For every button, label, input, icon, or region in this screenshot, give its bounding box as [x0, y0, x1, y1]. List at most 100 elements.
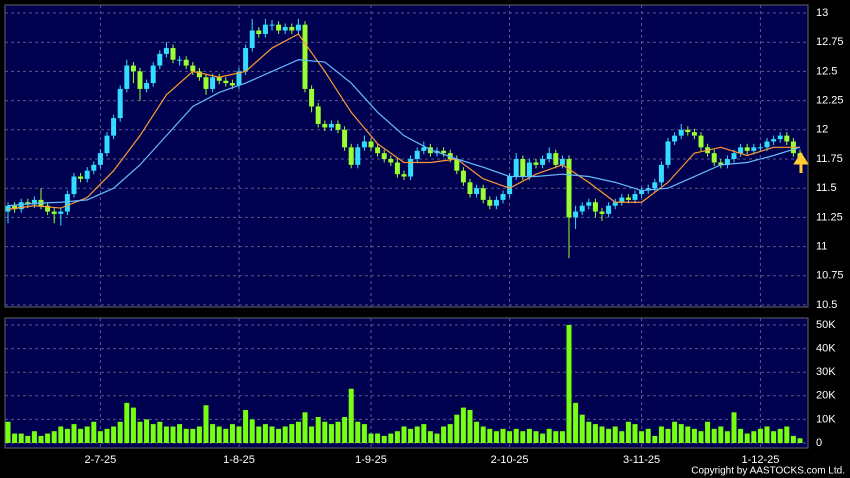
candle-body	[507, 176, 513, 195]
volume-bar	[25, 435, 31, 443]
candle-body	[342, 129, 348, 148]
volume-bar	[487, 428, 493, 443]
candle-body	[460, 170, 466, 183]
y-tick-label: 12.25	[816, 95, 844, 107]
candle-body	[685, 129, 691, 133]
candle-body	[144, 83, 150, 89]
current-marker	[793, 152, 809, 173]
candle-body	[58, 211, 64, 214]
candle-body	[302, 24, 308, 89]
candle-body	[289, 27, 295, 31]
volume-bar	[302, 412, 308, 443]
volume-bar	[124, 402, 130, 443]
volume-bar	[632, 424, 638, 443]
volume-bar	[91, 421, 97, 443]
candle-body	[309, 88, 315, 107]
volume-bar	[111, 426, 117, 443]
candle-body	[282, 27, 288, 31]
candle-body	[678, 129, 684, 136]
volume-bar	[71, 424, 77, 443]
volume-bar	[177, 424, 183, 443]
volume-bar	[355, 421, 361, 443]
candle-body	[652, 182, 658, 189]
candle-body	[315, 106, 321, 124]
volume-bar	[229, 424, 235, 443]
candle-body	[216, 77, 222, 81]
candle-body	[203, 77, 209, 89]
candle-body	[51, 211, 57, 214]
x-tick-label: 1-9-25	[355, 454, 387, 466]
candle-body	[467, 182, 473, 195]
volume-bar	[163, 426, 169, 443]
candle-body	[731, 153, 737, 159]
volume-bar	[249, 419, 255, 443]
candle-body	[632, 194, 638, 200]
volume-bar	[381, 435, 387, 443]
candle-body	[757, 147, 763, 149]
candle-body	[493, 199, 499, 206]
candle-body	[672, 135, 678, 142]
candle-body	[599, 211, 605, 214]
candle-body	[229, 83, 235, 86]
candle-body	[625, 197, 631, 200]
candle-body	[163, 48, 169, 54]
volume-bar	[645, 428, 651, 443]
y-tick-label: 13	[816, 7, 828, 19]
volume-bar	[507, 431, 513, 443]
volume-bar	[315, 417, 321, 443]
candle-body	[394, 162, 400, 175]
volume-bar	[705, 421, 711, 443]
volume-bar	[18, 433, 24, 443]
volume-bar	[619, 431, 625, 443]
candle-body	[691, 132, 697, 136]
volume-bar	[718, 426, 724, 443]
volume-bar	[441, 426, 447, 443]
volume-bar	[203, 405, 209, 443]
volume-bar	[454, 414, 460, 443]
volume-bar	[520, 431, 526, 443]
volume-bar	[533, 431, 539, 443]
candle-body	[546, 153, 552, 159]
candle-body	[71, 176, 77, 195]
y-tick-label: 20K	[816, 390, 836, 402]
volume-bar	[573, 402, 579, 443]
candle-body	[724, 159, 730, 165]
candle-body	[111, 118, 117, 136]
volume-bar	[434, 433, 440, 443]
candle-body	[183, 59, 189, 66]
copyright: Copyright by AASTOCKS.com Ltd.	[691, 466, 845, 477]
volume-bar	[612, 426, 618, 443]
moving-average	[7, 59, 801, 207]
candle-body	[97, 153, 103, 165]
volume-bar	[586, 421, 592, 443]
candle-body	[784, 135, 790, 142]
candle-body	[487, 199, 493, 206]
candle-body	[771, 139, 777, 142]
candle-body	[401, 174, 407, 177]
volume-bar	[368, 433, 374, 443]
volume-bar	[51, 431, 57, 443]
volume-bar	[474, 421, 480, 443]
volume-bar	[282, 426, 288, 443]
candle-body	[573, 211, 579, 218]
volume-bar	[348, 388, 354, 443]
candle-body	[579, 205, 585, 212]
candle-body	[78, 176, 84, 179]
candle-body	[559, 159, 565, 165]
y-tick-label: 11.25	[816, 211, 843, 223]
volume-bar	[5, 421, 11, 443]
volume-bar	[401, 426, 407, 443]
candle-body	[751, 147, 757, 151]
y-tick-label: 40K	[816, 343, 836, 355]
volume-bar	[579, 414, 585, 443]
volume-bar	[606, 428, 612, 443]
volume-bar	[388, 433, 394, 443]
price-panel	[4, 4, 809, 308]
candle-body	[177, 59, 183, 61]
candle-body	[738, 147, 744, 154]
volume-bar	[625, 421, 631, 443]
candle-body	[606, 205, 612, 214]
volume-bar	[375, 433, 381, 443]
x-tick-label: 2-7-25	[85, 454, 117, 466]
volume-bar	[223, 428, 229, 443]
